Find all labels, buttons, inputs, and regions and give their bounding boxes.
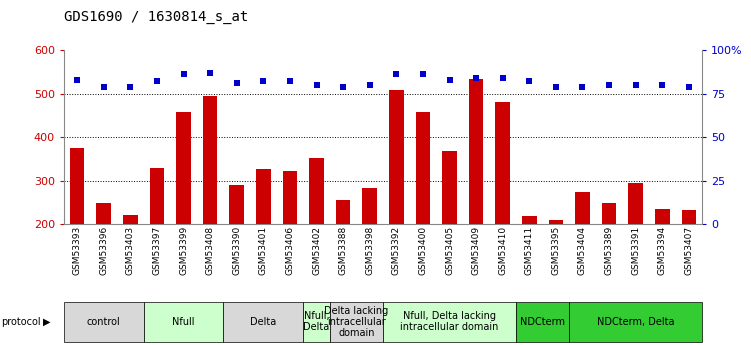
Bar (309, 158, 324, 311)
Point (550, 84, 562, 89)
Bar (496, 102, 510, 311)
Bar (203, 96, 218, 311)
Point (258, 79, 270, 84)
Text: Delta: Delta (250, 317, 276, 327)
Point (204, 70, 216, 76)
Point (683, 84, 695, 89)
Text: Nfull, Delta lacking
intracellular domain: Nfull, Delta lacking intracellular domai… (400, 311, 499, 332)
Bar (602, 203, 617, 311)
Point (337, 84, 349, 89)
Point (310, 82, 322, 88)
Point (496, 75, 508, 81)
Text: control: control (87, 317, 121, 327)
Bar (415, 112, 430, 311)
Bar (389, 90, 403, 311)
Point (125, 84, 137, 89)
Bar (336, 200, 351, 311)
Point (177, 72, 189, 77)
Point (284, 79, 296, 84)
Bar (282, 171, 297, 311)
Bar (70, 148, 84, 311)
Point (391, 72, 403, 77)
Point (98, 84, 110, 89)
Point (417, 72, 429, 77)
Bar (442, 151, 457, 311)
Bar (575, 192, 590, 311)
Bar (149, 168, 164, 311)
Bar (548, 220, 563, 311)
Bar (522, 216, 537, 311)
Bar (96, 203, 111, 311)
Text: ▶: ▶ (43, 317, 50, 327)
Text: Nfull: Nfull (172, 317, 195, 327)
Point (444, 77, 456, 82)
Text: Delta lacking
intracellular
domain: Delta lacking intracellular domain (324, 306, 388, 337)
Point (523, 79, 535, 84)
Point (151, 79, 163, 84)
Bar (229, 185, 244, 311)
Point (231, 80, 243, 86)
Bar (682, 210, 696, 311)
Text: NDCterm, Delta: NDCterm, Delta (597, 317, 674, 327)
Point (363, 82, 376, 88)
Point (71, 77, 83, 82)
Point (629, 82, 641, 88)
Bar (655, 209, 670, 311)
Bar (363, 188, 377, 311)
Point (656, 82, 668, 88)
Text: Nfull,
Delta: Nfull, Delta (303, 311, 330, 332)
Bar (256, 169, 270, 311)
Bar (629, 183, 643, 311)
Text: GDS1690 / 1630814_s_at: GDS1690 / 1630814_s_at (64, 10, 248, 24)
Point (577, 84, 589, 89)
Text: NDCterm: NDCterm (520, 317, 565, 327)
Bar (123, 215, 137, 311)
Point (470, 75, 482, 81)
Text: protocol: protocol (1, 317, 41, 327)
Bar (176, 112, 191, 311)
Bar (469, 79, 484, 311)
Point (603, 82, 615, 88)
